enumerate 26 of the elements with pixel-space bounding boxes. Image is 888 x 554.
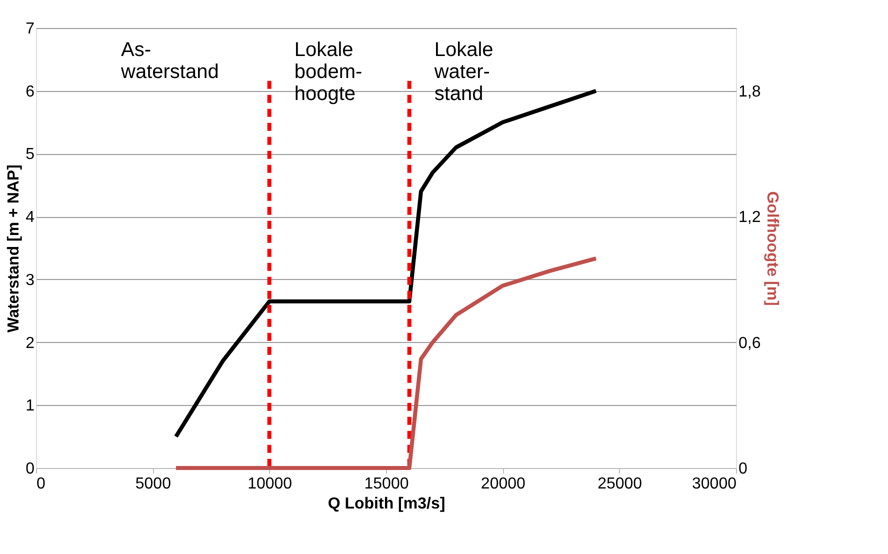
y2-tick-label: 1,8 (738, 83, 761, 100)
y2-axis-title: Golfhoogte [m] (764, 191, 781, 306)
y2-tick-label: 1,2 (738, 209, 761, 226)
annotation: Lokale bodem- hoogte (294, 39, 362, 105)
y-tick-label: 5 (26, 146, 35, 164)
line-series (174, 256, 598, 470)
y-tick-label: 7 (26, 20, 35, 38)
x-tick-label: 10000 (248, 476, 292, 492)
y2-tick-label: 0,6 (738, 334, 761, 352)
x-tick-label: 5000 (135, 476, 172, 492)
x-axis-title: Q Lobith [m3/s] (328, 496, 446, 512)
y-tick-label: 4 (26, 209, 35, 226)
y-tick-label: 3 (26, 272, 35, 289)
x-tick-label: 0 (36, 476, 46, 492)
y-axis-title: Waterstand [m + NAP] (6, 164, 23, 332)
y2-tick-label: 0 (738, 460, 748, 478)
y-tick-label: 2 (26, 334, 35, 352)
x-tick-label: 25000 (598, 476, 642, 492)
y-tick-label: 6 (26, 83, 35, 100)
y-tick-label: 0 (26, 460, 35, 478)
annotation: As- waterstand (120, 39, 219, 83)
x-tick-label: 30000 (692, 476, 737, 492)
x-tick-label: 20000 (480, 476, 526, 492)
y-tick-label: 1 (26, 398, 35, 415)
annotation: Lokale water- stand (433, 39, 494, 105)
x-tick-label: 15000 (364, 476, 409, 492)
